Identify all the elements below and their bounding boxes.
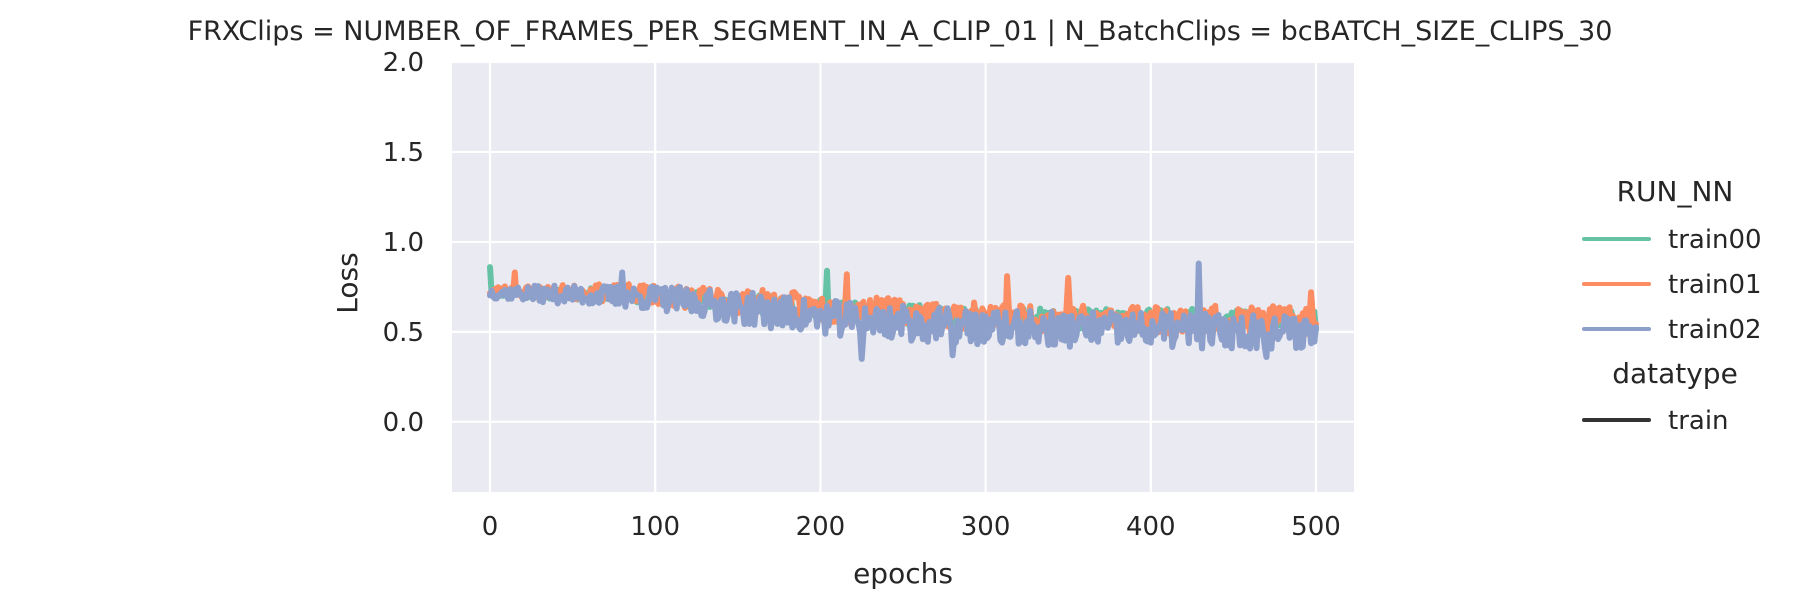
x-tick-label: 0 (482, 512, 499, 542)
x-tick-label: 200 (796, 512, 846, 542)
x-tick-label: 500 (1291, 512, 1341, 542)
chart-title: FRXClips = NUMBER_OF_FRAMES_PER_SEGMENT_… (188, 16, 1613, 47)
y-tick-label: 0.0 (383, 408, 424, 438)
y-tick-label: 1.5 (383, 138, 424, 168)
x-tick-label: 400 (1126, 512, 1176, 542)
legend-hue-title: RUN_NN (1617, 175, 1734, 208)
grid (452, 60, 1354, 492)
legend-label: train02 (1668, 315, 1762, 345)
x-axis-ticks: 0 100 200 300 400 500 (482, 512, 1341, 542)
series-line-train02 (487, 260, 1319, 362)
legend-label: train01 (1668, 270, 1762, 300)
plot-lines (487, 260, 1319, 362)
y-axis-label: Loss (331, 252, 364, 313)
x-axis-label: epochs (853, 557, 953, 590)
legend-label: train00 (1668, 225, 1762, 255)
y-tick-label: 0.5 (383, 318, 424, 348)
y-tick-label: 1.0 (383, 228, 424, 258)
legend-style-label: train (1668, 406, 1729, 436)
x-tick-label: 100 (630, 512, 680, 542)
legend: RUN_NN train00 train01 train02 datatype tr… (1582, 175, 1762, 436)
y-tick-label: 2.0 (383, 48, 424, 78)
x-tick-label: 300 (961, 512, 1011, 542)
y-axis-ticks: 0.0 0.5 1.0 1.5 2.0 (383, 48, 424, 438)
plot-area (452, 62, 1354, 492)
legend-style-title: datatype (1612, 357, 1738, 390)
